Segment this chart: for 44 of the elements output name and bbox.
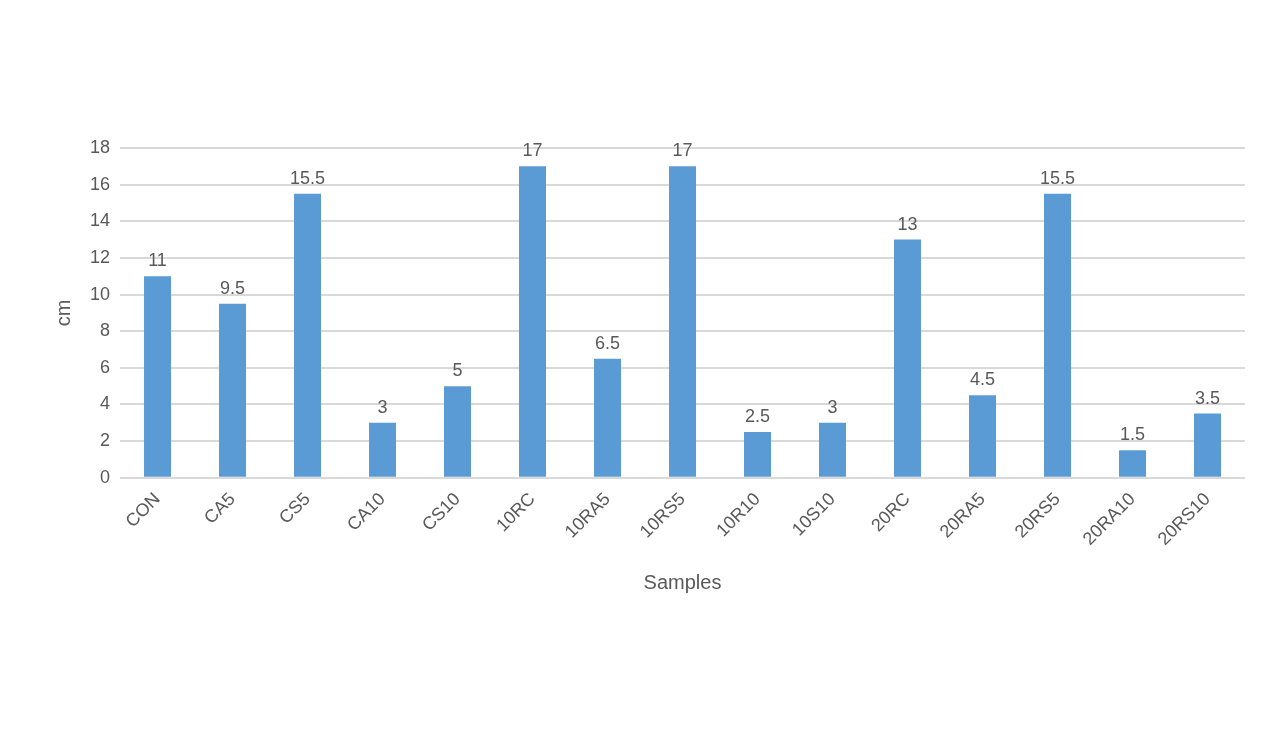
bar bbox=[369, 422, 397, 477]
data-label: 2.5 bbox=[744, 405, 771, 426]
bar bbox=[1194, 413, 1221, 477]
x-tick-label: CS5 bbox=[274, 488, 314, 528]
x-tick-label: CA5 bbox=[199, 488, 239, 528]
y-tick-label: 12 bbox=[89, 246, 111, 267]
data-label: 15.5 bbox=[289, 167, 326, 188]
y-tick-label: 4 bbox=[100, 393, 111, 414]
bar bbox=[444, 386, 472, 477]
data-label: 3 bbox=[827, 396, 838, 417]
bar bbox=[294, 193, 322, 477]
bar bbox=[1044, 193, 1071, 477]
y-tick-label: 10 bbox=[89, 283, 111, 304]
bar bbox=[1119, 450, 1146, 477]
bar bbox=[219, 303, 247, 477]
y-tick-label: 2 bbox=[100, 430, 111, 451]
data-label: 11 bbox=[148, 250, 167, 271]
y-tick-label: 18 bbox=[89, 136, 111, 157]
data-label: 9.5 bbox=[220, 277, 246, 298]
data-label: 5 bbox=[452, 360, 463, 381]
data-label: 13 bbox=[897, 213, 918, 234]
data-label: 15.5 bbox=[1039, 167, 1076, 188]
bar bbox=[894, 239, 922, 477]
bar bbox=[144, 276, 172, 477]
y-tick-label: 8 bbox=[100, 320, 111, 341]
bar bbox=[594, 358, 622, 477]
bar bbox=[969, 395, 997, 477]
y-tick-label: 0 bbox=[100, 466, 111, 487]
bar bbox=[819, 422, 847, 477]
y-axis-title: cm bbox=[51, 299, 74, 327]
y-tick-label: 6 bbox=[100, 356, 111, 377]
data-label: 3.5 bbox=[1194, 387, 1221, 408]
bar bbox=[669, 166, 697, 477]
data-label: 1.5 bbox=[1119, 424, 1146, 445]
bar bbox=[519, 166, 547, 477]
data-label: 3 bbox=[377, 396, 388, 417]
data-label: 4.5 bbox=[969, 369, 996, 390]
y-tick-label: 14 bbox=[89, 210, 111, 231]
data-label: 17 bbox=[522, 140, 543, 161]
bar bbox=[744, 431, 772, 477]
y-tick-label: 16 bbox=[89, 173, 111, 194]
x-axis-title: Samples bbox=[643, 570, 722, 593]
data-label: 17 bbox=[672, 140, 693, 161]
data-label: 6.5 bbox=[595, 332, 621, 353]
